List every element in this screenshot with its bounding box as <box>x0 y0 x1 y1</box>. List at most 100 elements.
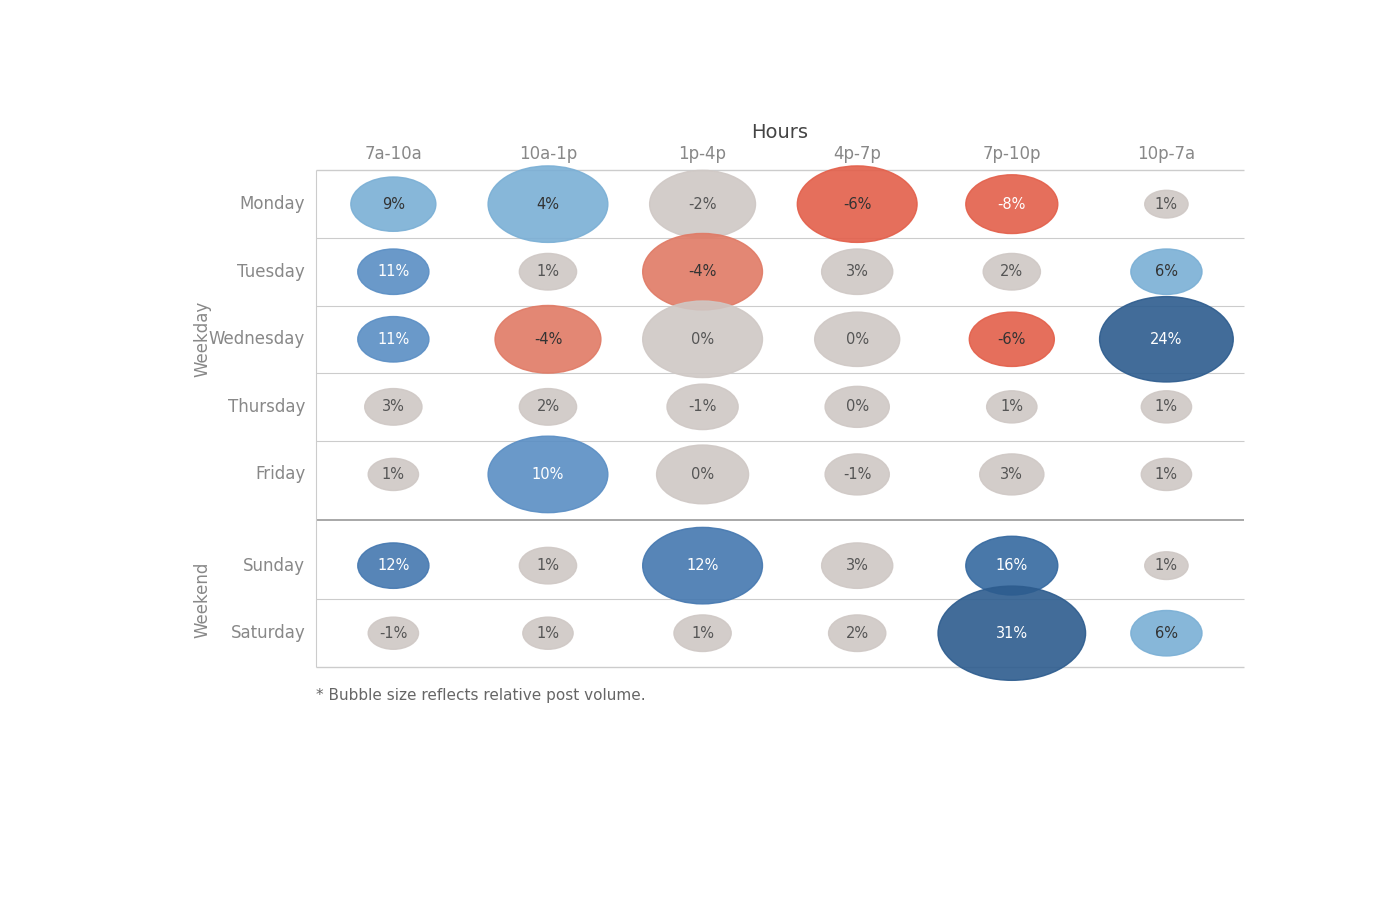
Circle shape <box>666 384 738 429</box>
Text: 2%: 2% <box>536 400 560 414</box>
Circle shape <box>368 617 419 649</box>
Text: 2%: 2% <box>846 626 869 641</box>
Text: 7a-10a: 7a-10a <box>364 146 423 164</box>
Text: 31%: 31% <box>995 626 1028 641</box>
Text: 24%: 24% <box>1151 332 1183 347</box>
Text: -1%: -1% <box>379 626 407 641</box>
Text: -1%: -1% <box>843 467 871 482</box>
Text: Hours: Hours <box>752 122 808 142</box>
Text: 1%: 1% <box>382 467 405 482</box>
Text: 1%: 1% <box>536 558 560 573</box>
Circle shape <box>825 454 889 495</box>
Text: Tuesday: Tuesday <box>238 263 305 281</box>
Circle shape <box>496 305 601 374</box>
Circle shape <box>657 445 749 504</box>
Circle shape <box>365 389 421 425</box>
Circle shape <box>643 301 763 377</box>
Text: -6%: -6% <box>843 197 871 211</box>
Text: 3%: 3% <box>1001 467 1023 482</box>
Circle shape <box>358 249 428 294</box>
Text: 10a-1p: 10a-1p <box>519 146 577 164</box>
Text: 0%: 0% <box>846 332 869 347</box>
Text: * Bubble size reflects relative post volume.: * Bubble size reflects relative post vol… <box>316 688 645 703</box>
Circle shape <box>825 386 889 427</box>
Text: 1%: 1% <box>1001 400 1023 414</box>
Text: 1p-4p: 1p-4p <box>679 146 727 164</box>
Text: 12%: 12% <box>377 558 410 573</box>
Circle shape <box>673 615 731 652</box>
Circle shape <box>1145 552 1189 580</box>
Circle shape <box>980 454 1044 495</box>
Circle shape <box>368 458 419 491</box>
Circle shape <box>822 543 893 589</box>
Circle shape <box>1099 297 1233 382</box>
Circle shape <box>966 175 1058 233</box>
Text: 3%: 3% <box>846 558 868 573</box>
Text: 1%: 1% <box>692 626 714 641</box>
Text: Wednesday: Wednesday <box>209 330 305 348</box>
Text: -1%: -1% <box>689 400 717 414</box>
Text: 11%: 11% <box>377 332 409 347</box>
Circle shape <box>650 170 756 238</box>
Text: -4%: -4% <box>533 332 563 347</box>
Circle shape <box>938 586 1085 680</box>
Text: -8%: -8% <box>998 197 1026 211</box>
Text: 12%: 12% <box>686 558 718 573</box>
Text: -2%: -2% <box>689 197 717 211</box>
Text: 0%: 0% <box>692 467 714 482</box>
Text: 1%: 1% <box>1155 400 1177 414</box>
Circle shape <box>987 391 1037 423</box>
Circle shape <box>969 312 1054 366</box>
Text: Weekend: Weekend <box>193 562 211 637</box>
Text: 1%: 1% <box>536 265 560 279</box>
Circle shape <box>829 615 886 652</box>
Circle shape <box>519 547 577 584</box>
Text: 6%: 6% <box>1155 265 1177 279</box>
Circle shape <box>519 389 577 425</box>
Text: -6%: -6% <box>998 332 1026 347</box>
Text: 1%: 1% <box>1155 197 1177 211</box>
Text: Friday: Friday <box>255 465 305 483</box>
Text: 3%: 3% <box>382 400 405 414</box>
Text: Weekday: Weekday <box>193 302 211 377</box>
Circle shape <box>358 543 428 589</box>
Text: Saturday: Saturday <box>231 625 305 643</box>
Circle shape <box>1141 391 1191 423</box>
Text: 0%: 0% <box>846 400 869 414</box>
Text: 4%: 4% <box>536 197 560 211</box>
Circle shape <box>643 233 763 310</box>
Text: 1%: 1% <box>536 626 560 641</box>
Text: Sunday: Sunday <box>244 556 305 574</box>
Text: 9%: 9% <box>382 197 405 211</box>
Circle shape <box>966 536 1058 595</box>
Text: 10%: 10% <box>532 467 564 482</box>
Text: 2%: 2% <box>1000 265 1023 279</box>
Text: 6%: 6% <box>1155 626 1177 641</box>
Text: Monday: Monday <box>239 195 305 213</box>
Circle shape <box>1131 249 1203 294</box>
Text: Thursday: Thursday <box>228 398 305 416</box>
Text: 10p-7a: 10p-7a <box>1137 146 1196 164</box>
Text: 1%: 1% <box>1155 558 1177 573</box>
Circle shape <box>489 166 608 242</box>
Circle shape <box>351 177 435 231</box>
Circle shape <box>815 312 900 366</box>
Circle shape <box>489 436 608 513</box>
Circle shape <box>519 254 577 290</box>
Circle shape <box>983 254 1040 290</box>
Text: 7p-10p: 7p-10p <box>983 146 1042 164</box>
Text: 0%: 0% <box>692 332 714 347</box>
Circle shape <box>1141 458 1191 491</box>
Circle shape <box>522 617 573 649</box>
Circle shape <box>358 317 428 362</box>
Circle shape <box>643 527 763 604</box>
Text: 4p-7p: 4p-7p <box>833 146 881 164</box>
Text: 16%: 16% <box>995 558 1028 573</box>
Text: -4%: -4% <box>689 265 717 279</box>
Circle shape <box>798 166 917 242</box>
Text: 1%: 1% <box>1155 467 1177 482</box>
Circle shape <box>1131 610 1203 656</box>
Text: 3%: 3% <box>846 265 868 279</box>
Circle shape <box>822 249 893 294</box>
Text: 11%: 11% <box>377 265 409 279</box>
